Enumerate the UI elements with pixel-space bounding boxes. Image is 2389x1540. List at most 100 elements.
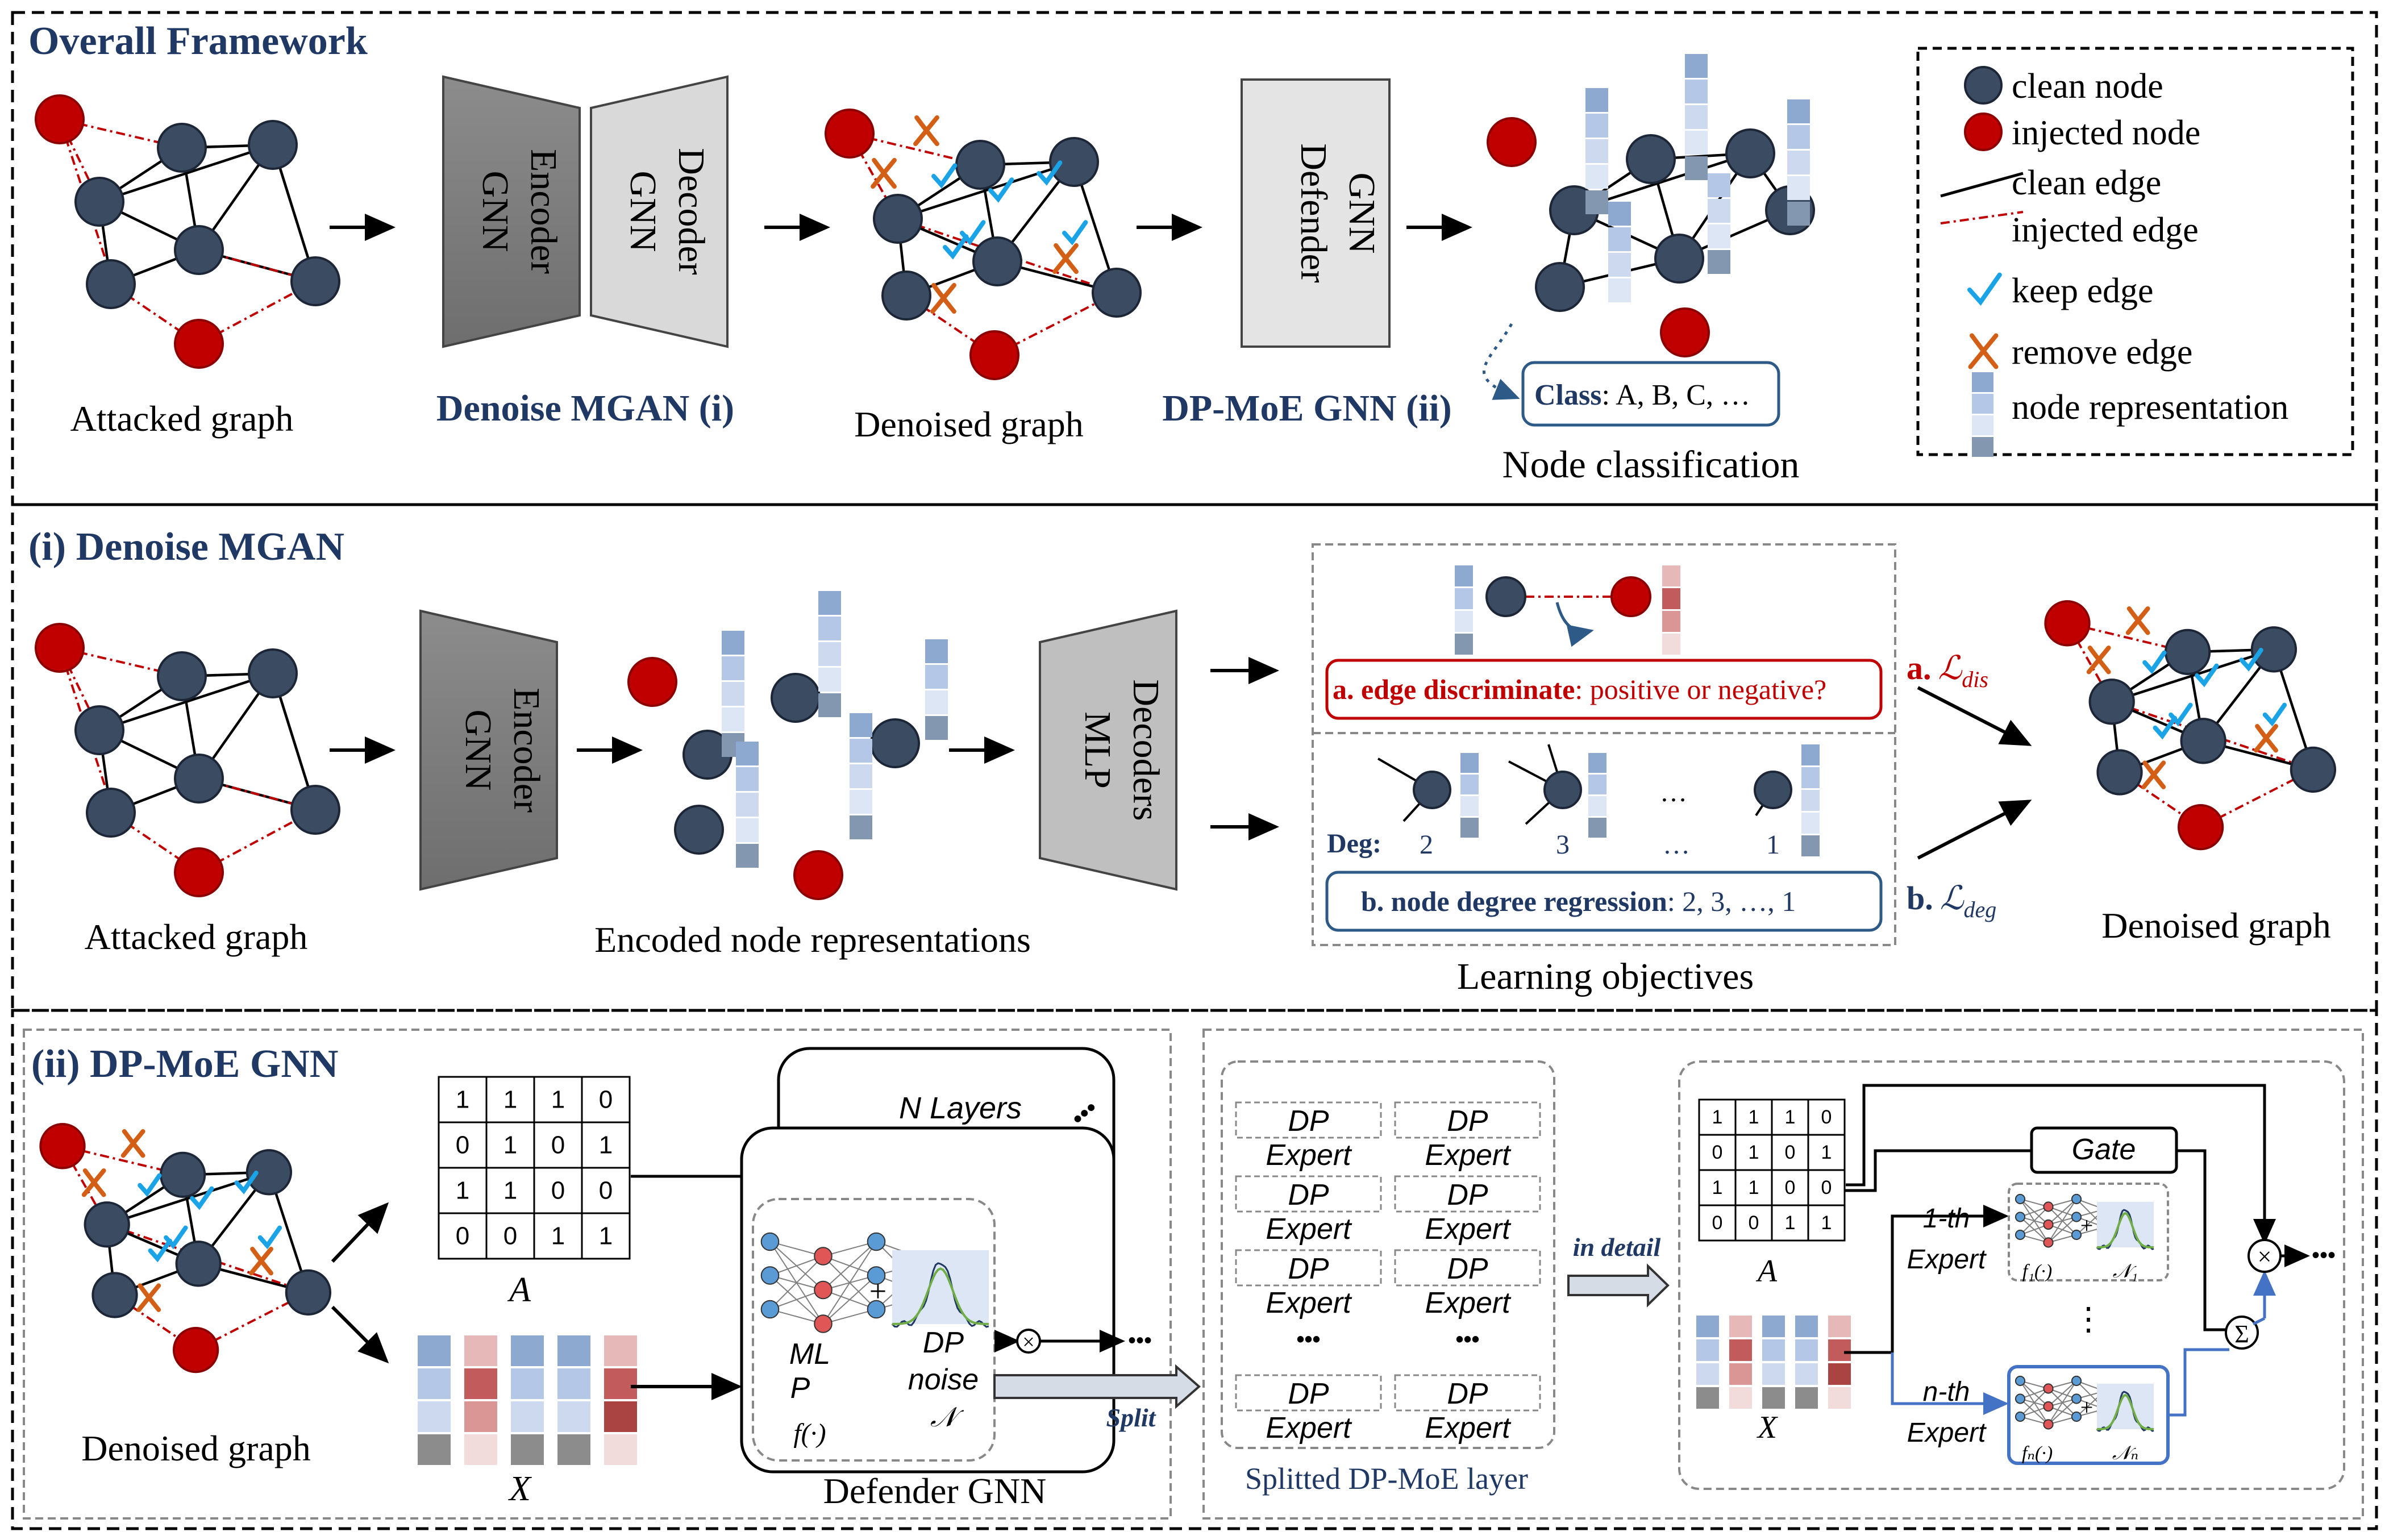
f1-label: f₁(·) [2022, 1261, 2052, 1282]
denoised-graph-2 [2044, 600, 2337, 851]
feature-cell [1762, 1363, 1785, 1385]
matrix-value: 1 [551, 1085, 565, 1113]
matrix-value: 0 [599, 1176, 613, 1204]
feature-cell [418, 1368, 451, 1399]
legend-label: clean edge [2012, 164, 2161, 202]
overall-title: Overall Framework [28, 19, 368, 63]
remove-edge-icon [1052, 243, 1079, 274]
clean-edge [106, 1171, 270, 1226]
split-label: Split [1106, 1403, 1156, 1432]
clean-node [955, 140, 1005, 190]
legend-item: keep edge [1967, 272, 2154, 310]
feature-cell [1828, 1316, 1851, 1337]
feature-cell [511, 1368, 544, 1399]
legend-label: injected node [2012, 114, 2200, 152]
keep-edge-icon [943, 234, 969, 260]
dp-expert-bottom: Expert [1425, 1139, 1512, 1172]
feature-cell [1729, 1363, 1752, 1385]
feature-cell [1762, 1339, 1785, 1361]
matrix-value: 0 [1785, 1177, 1796, 1198]
injected-edge-icon [1940, 211, 2024, 224]
matrix-value: 0 [1712, 1142, 1723, 1163]
adjacency-matrix: 1 1 1 0 0 1 0 1 1 1 0 0 0 0 1 1 [438, 1076, 631, 1260]
n-layers-label: N Layers [899, 1091, 1022, 1125]
feature-cell [464, 1335, 497, 1366]
node-representation-icon [1585, 88, 1608, 214]
legend-box [1916, 47, 2354, 456]
legend-label: clean node [2012, 67, 2163, 106]
injected-node [35, 623, 85, 673]
clean-node [157, 651, 207, 701]
feature-cell [557, 1401, 590, 1432]
attacked-graph-label-1: Attacked graph [70, 398, 294, 439]
deg-ellipsis: … [1660, 777, 1687, 808]
dp-expert-top: DP [1447, 1105, 1488, 1138]
splitted-label: Splitted DP-MoE layer [1245, 1462, 1528, 1496]
clean-node [1092, 268, 1142, 318]
f-label: f(·) [793, 1418, 826, 1449]
matrix-value: 1 [551, 1222, 565, 1250]
dp-expert-bottom: Expert [1266, 1412, 1352, 1445]
feature-cell [1696, 1387, 1719, 1409]
gate-label: Gate [2072, 1133, 2136, 1166]
matrix-value: 1 [503, 1131, 517, 1159]
deg-label: Deg: [1327, 829, 1381, 859]
denoise-panel-border [11, 503, 2378, 1012]
feature-cell [511, 1401, 544, 1432]
matrix-cell [1771, 1169, 1809, 1206]
clean-node [972, 236, 1022, 286]
keep-edge-icon [234, 1171, 259, 1194]
feature-cell [1762, 1316, 1785, 1337]
matrix-value: 0 [456, 1222, 469, 1250]
injected-node [825, 109, 875, 159]
expert-plus: + [2080, 1395, 2094, 1420]
feature-cell [1729, 1316, 1752, 1337]
remove-edge-icon [2254, 723, 2278, 753]
feature-cell [557, 1335, 590, 1366]
legend-item: injected edge [1940, 211, 2199, 249]
dp-experts-grid: DPExpertDPExpertDPExpertDPExpertDPExpert… [1235, 1101, 1541, 1445]
edge-discriminate-text: a. edge discriminate: positive or negati… [1333, 673, 1826, 705]
remove-edge-icon [2125, 606, 2150, 635]
clean-node [245, 1149, 293, 1196]
node-representation-icon [818, 591, 841, 717]
injected-node [35, 94, 85, 144]
feature-cell [1828, 1387, 1851, 1409]
dp-expert-bottom: Expert [1425, 1287, 1512, 1320]
mlp-noise-box [752, 1198, 996, 1462]
edge-discriminate-box [1325, 659, 1883, 720]
mlp-decoders-label-2: Decoders [1125, 679, 1167, 821]
deg-value-4: 1 [1766, 830, 1780, 860]
loss-dis: a. ℒdis [1907, 650, 1988, 692]
n1-label: 𝒩₁ [2113, 1261, 2138, 1282]
clean-node [86, 788, 136, 838]
matrix-cell [1698, 1098, 1737, 1136]
clean-node [174, 225, 224, 275]
feature-cell [557, 1368, 590, 1399]
dp-expert-bottom: Expert [1425, 1213, 1512, 1246]
matrix-cell [1734, 1134, 1773, 1171]
matrix-value: 0 [599, 1085, 613, 1113]
matrix-value: 1 [599, 1131, 613, 1159]
keep-edge-icon [257, 1225, 282, 1250]
dp-expert-top: DP [1288, 1179, 1329, 1212]
node-representation-icon [850, 713, 872, 839]
feature-cell [1795, 1316, 1818, 1337]
legend-item: clean edge [1940, 164, 2161, 202]
encoded-reps-label: Encoded node representations [594, 919, 1031, 960]
matrix-value: 1 [1712, 1106, 1723, 1128]
matrix-cell [1734, 1098, 1773, 1136]
feature-cell [1696, 1339, 1719, 1361]
dp-expert-top: DP [1288, 1105, 1329, 1138]
matrix-value: 1 [1821, 1142, 1832, 1163]
defender-gnn-label-1: Defender [1293, 143, 1334, 283]
feature-cell [1696, 1363, 1719, 1385]
remove-edge-icon [2086, 645, 2111, 675]
legend-label: injected edge [2012, 211, 2199, 249]
matrix-value: 1 [1749, 1177, 1759, 1198]
node-representation-icon [1588, 753, 1606, 838]
injected-node [793, 850, 843, 900]
dpmoe-panel-border [11, 1009, 2378, 1530]
matrix-value: 1 [1785, 1212, 1796, 1234]
expert-n-label-2: Expert [1907, 1418, 1987, 1448]
